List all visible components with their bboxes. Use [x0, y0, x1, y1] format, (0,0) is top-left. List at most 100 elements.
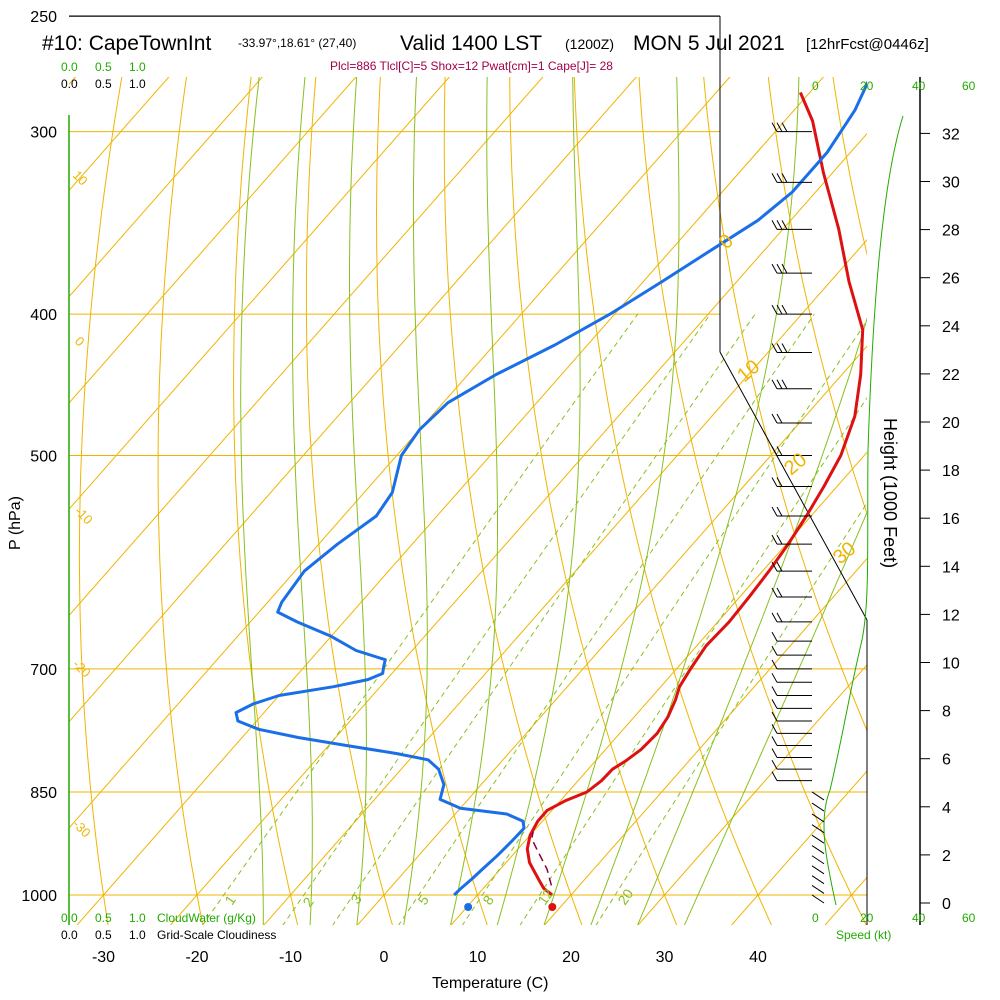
y-tick-label: 400 — [30, 307, 57, 324]
y-tick-label: 250 — [30, 9, 57, 26]
wind-barb — [811, 875, 825, 885]
cloudiness-scale-bottom-0: 0.0 — [61, 928, 78, 942]
moist-adiabat — [637, 317, 867, 925]
moist-adiabat — [403, 77, 428, 925]
wind-barb — [811, 802, 825, 812]
wind-barb — [771, 220, 812, 230]
mixing-ratio-line — [332, 313, 756, 925]
dry-adiabat — [375, 77, 488, 925]
mixing-ratio-line — [202, 313, 639, 925]
wind-barb — [811, 845, 825, 854]
height-tick-label: 4 — [942, 800, 951, 817]
speed-scale-bottom-2: 40 — [912, 911, 926, 925]
mixing-ratio-label: 2 — [299, 894, 317, 910]
x-tick-label: -30 — [92, 949, 115, 966]
mixing-ratio-line — [461, 319, 867, 925]
wind-barb — [771, 506, 812, 517]
x-tick-label: 30 — [656, 949, 674, 966]
mixing-ratio-line — [595, 502, 867, 925]
dry-adiabat — [767, 77, 867, 516]
mixing-ratio-line — [282, 313, 711, 925]
speed-scale-top-2: 40 — [912, 79, 926, 93]
moist-adiabat — [683, 511, 867, 925]
mixing-ratio-label: 8 — [479, 892, 497, 908]
dry-adiabat — [573, 77, 773, 925]
y-axis-title: P (hPa) — [7, 496, 24, 550]
forecast-info: [12hrFcst@0446z] — [806, 36, 929, 53]
cloudwater-scale-top-1: 0.5 — [95, 60, 112, 74]
wind-barb — [771, 612, 812, 623]
wind-barb — [771, 771, 812, 782]
wind-barb — [771, 736, 812, 747]
height-tick-label: 20 — [942, 415, 960, 432]
isotherm — [69, 77, 451, 510]
wind-barb — [771, 587, 812, 598]
isotherm-label: 0 — [715, 230, 738, 254]
speed-scale-top-3: 60 — [962, 79, 976, 93]
height-tick-label: 14 — [942, 559, 960, 576]
y-tick-label: 850 — [30, 785, 57, 802]
mixing-ratio-label: 5 — [414, 892, 432, 908]
speed-scale-bottom-3: 60 — [962, 911, 976, 925]
moist-adiabat — [590, 77, 800, 925]
dry-adiabat — [509, 77, 678, 925]
sounding-series — [234, 80, 867, 911]
wind-barb — [771, 122, 812, 133]
wind-barb — [771, 724, 812, 734]
mixing-ratio-line — [398, 313, 815, 925]
mixing-ratio-label: 1 — [221, 892, 239, 908]
x-tick-label: -10 — [279, 949, 302, 966]
cloudiness-scale-top-0: 0.0 — [61, 77, 78, 91]
isotherm — [69, 77, 731, 829]
x-tick-label: 40 — [749, 949, 767, 966]
wind-barb — [811, 834, 825, 844]
wind-barb — [771, 379, 812, 390]
cloudiness-scale-top-1: 0.5 — [95, 77, 112, 91]
wind-barb — [771, 561, 812, 572]
wind-barb — [811, 824, 825, 834]
wind-barb — [771, 304, 812, 315]
grid-lines — [69, 77, 867, 925]
isotherm-label: 10 — [733, 356, 764, 387]
speed-scale-bottom-1: 20 — [860, 911, 874, 925]
wind-barb — [771, 534, 812, 545]
temperature-line — [525, 91, 865, 897]
moist-adiabat — [349, 77, 367, 925]
y-tick-label: 500 — [30, 449, 57, 466]
isotherm — [69, 77, 170, 192]
isotherm — [356, 345, 867, 925]
x-tick-label: 20 — [562, 949, 580, 966]
speed-scale-top-0: 0 — [812, 79, 819, 93]
wind-barb — [771, 748, 812, 758]
wind-barb — [771, 659, 812, 670]
isotherm — [263, 239, 867, 925]
height-tick-label: 8 — [942, 704, 951, 721]
wind-barb — [771, 699, 812, 709]
moist-adiabat — [292, 77, 313, 925]
isotherm — [69, 77, 638, 723]
height-tick-label: 28 — [942, 223, 960, 240]
wind-barb — [811, 894, 825, 904]
wind-barb — [771, 343, 812, 354]
wind-barb — [811, 813, 825, 823]
dry-adiabat — [157, 77, 204, 925]
cloudwater-label: CloudWater (g/Kg) — [157, 911, 256, 925]
height-tick-label: 2 — [942, 848, 951, 865]
mixing-ratio-label: 3 — [347, 891, 365, 907]
wind-speed-profile — [823, 115, 904, 906]
wind-barb — [811, 865, 825, 875]
dewpoint-line — [234, 80, 867, 897]
station-title: #10: CapeTownInt — [42, 32, 211, 55]
surface-temperature-dot — [548, 903, 557, 911]
height-tick-label: 32 — [942, 126, 960, 143]
dry-adiabat — [78, 77, 123, 925]
x-axis-title: Temperature (C) — [432, 975, 548, 992]
surface-dewpoint-dot — [464, 903, 473, 911]
dry-adiabat — [638, 77, 867, 925]
height-axis-title: Height (1000 Feet) — [880, 418, 900, 568]
speed-scale-bottom-0: 0 — [812, 911, 819, 925]
cloudwater-scale-bottom-1: 0.5 — [95, 911, 112, 925]
y-tick-label: 700 — [30, 662, 57, 679]
cloudwater-scale-bottom-0: 0.0 — [61, 911, 78, 925]
isotherm — [637, 664, 867, 925]
